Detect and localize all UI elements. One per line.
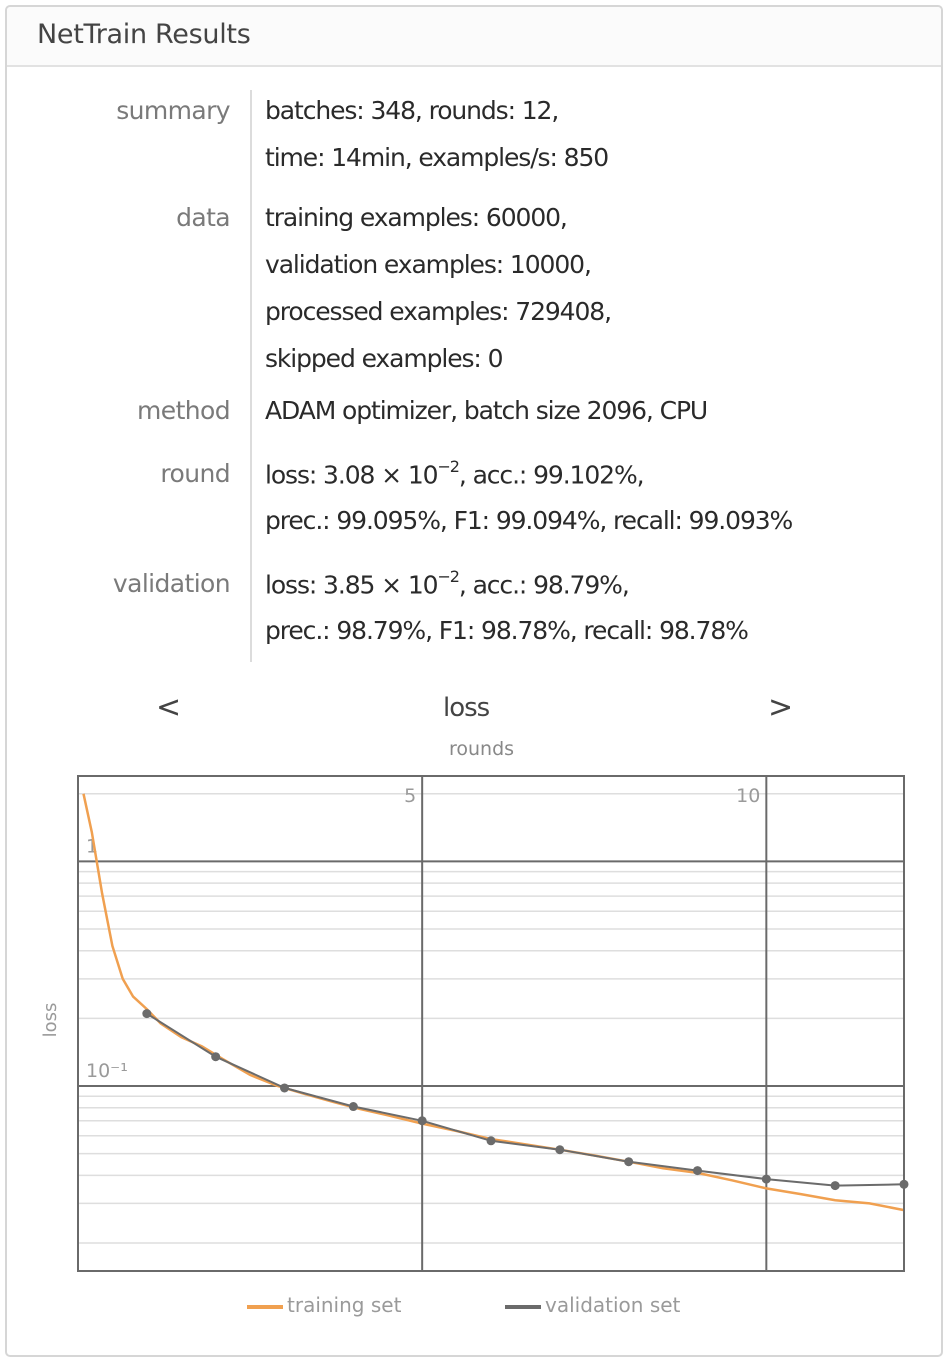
- legend-validation-swatch: [505, 1304, 541, 1309]
- row-label-data: data: [176, 203, 231, 232]
- legend-training-swatch: [247, 1304, 283, 1309]
- chart-title: loss: [443, 693, 490, 723]
- validation-acc: , acc.: 98.79%,: [458, 570, 630, 600]
- summary-line-2: time: 14min, examples/s: 850: [265, 143, 609, 172]
- validation-loss-base: loss: 3.85 × 10: [265, 570, 439, 600]
- row-label-round: round: [160, 459, 230, 488]
- chart-prev-button[interactable]: <: [156, 690, 182, 725]
- round-acc: , acc.: 99.102%,: [458, 460, 645, 490]
- round-loss-exponent: −2: [437, 457, 460, 476]
- panel-header: NetTrain Results: [7, 7, 941, 67]
- summary-line-1: batches: 348, rounds: 12,: [265, 96, 559, 125]
- legend-training-label: training set: [287, 1293, 402, 1317]
- data-line-1: training examples: 60000,: [265, 203, 568, 232]
- chart-next-button[interactable]: >: [768, 690, 794, 725]
- validation-line-1: loss: 3.85 × 10−2, acc.: 98.79%,: [265, 567, 630, 600]
- method-line-1: ADAM optimizer, batch size 2096, CPU: [265, 396, 708, 425]
- round-line-2: prec.: 99.095%, F1: 99.094%, recall: 99.…: [265, 506, 793, 535]
- panel-title: NetTrain Results: [37, 19, 251, 50]
- row-label-validation: validation: [112, 569, 231, 598]
- row-label-method: method: [137, 396, 231, 425]
- data-line-3: processed examples: 729408,: [265, 297, 612, 326]
- round-loss-base: loss: 3.08 × 10: [265, 460, 439, 490]
- chart-x-axis-label: rounds: [449, 738, 515, 760]
- legend-training: training set: [247, 1293, 401, 1317]
- row-divider: [250, 90, 252, 662]
- validation-loss-exponent: −2: [437, 567, 460, 586]
- legend-validation-label: validation set: [545, 1293, 681, 1317]
- data-line-2: validation examples: 10000,: [265, 250, 592, 279]
- validation-line-2: prec.: 98.79%, F1: 98.78%, recall: 98.78…: [265, 616, 749, 645]
- legend-validation: validation set: [505, 1293, 680, 1317]
- data-line-4: skipped examples: 0: [265, 344, 503, 373]
- row-label-summary: summary: [116, 96, 230, 125]
- round-line-1: loss: 3.08 × 10−2, acc.: 99.102%,: [265, 457, 645, 490]
